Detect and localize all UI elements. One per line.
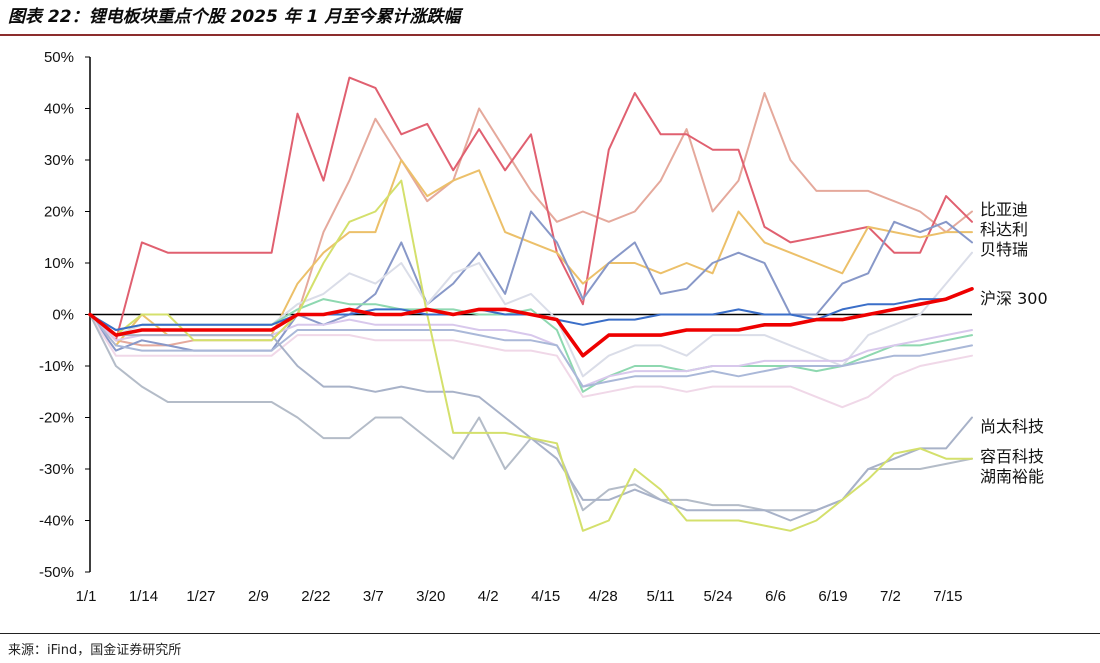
series-end-label: 沪深 300 <box>980 289 1048 308</box>
y-tick-label: 20% <box>44 204 74 221</box>
series-line <box>89 313 973 522</box>
y-tick-label: -30% <box>39 461 74 478</box>
y-tick-label: 40% <box>44 101 74 118</box>
y-tick-label: -10% <box>39 358 74 375</box>
x-tick-label: 2/22 <box>301 588 330 605</box>
title-rule <box>0 34 1100 36</box>
series-line <box>89 313 973 409</box>
x-tick-label: 2/9 <box>248 588 269 605</box>
x-tick-label: 4/28 <box>589 588 618 605</box>
x-axis-group: 1/1 1/14 1/27 2/9 2/22 3/7 3/20 4/2 4/15 4/28 5/11… <box>76 588 963 605</box>
chart-title: 图表 22：锂电板块重点个股 2025 年 1 月至今累计涨跌幅 <box>8 7 461 27</box>
x-tick-label: 3/20 <box>416 588 445 605</box>
series-end-label: 尚太科技 <box>980 417 1044 436</box>
x-tick-label: 4/2 <box>478 588 499 605</box>
x-tick-label: 6/6 <box>765 588 786 605</box>
series-line <box>89 76 973 342</box>
x-tick-label: 1/27 <box>186 588 215 605</box>
series-end-label: 比亚迪 <box>980 200 1028 219</box>
y-tick-label: -40% <box>39 513 74 530</box>
y-tick-label: -20% <box>39 410 74 427</box>
y-tick-label: 0% <box>52 307 74 324</box>
x-tick-label: 7/15 <box>933 588 962 605</box>
series-line <box>89 313 973 388</box>
series-end-label: 贝特瑞 <box>980 240 1028 259</box>
y-tick-label: 30% <box>44 152 74 169</box>
series-end-label: 科达利 <box>980 220 1028 239</box>
y-tick-label: 10% <box>44 255 74 272</box>
series-end-label: 容百科技 <box>980 447 1044 466</box>
x-tick-label: 3/7 <box>363 588 384 605</box>
series-line <box>89 92 973 347</box>
x-tick-label: 5/11 <box>647 588 675 605</box>
series-group <box>88 76 974 532</box>
x-tick-label: 4/15 <box>531 588 560 605</box>
series-line <box>89 313 973 512</box>
x-tick-label: 7/2 <box>880 588 901 605</box>
source-note: 来源：iFind，国金证券研究所 <box>8 643 182 658</box>
y-tick-label: -50% <box>39 564 74 581</box>
y-tick-label: 50% <box>44 49 74 66</box>
series-end-label: 湖南裕能 <box>980 467 1044 486</box>
source-rule <box>0 633 1100 634</box>
x-tick-label: 6/19 <box>818 588 847 605</box>
line-chart: 50% 40% 30% 20% 10% 0% -10% -20% -30% -40% -50% 1/… <box>39 49 1048 605</box>
y-axis-group: 50% 40% 30% 20% 10% 0% -10% -20% -30% -40% -50% <box>39 49 972 581</box>
x-tick-label: 5/24 <box>703 588 732 605</box>
x-tick-label: 1/14 <box>129 588 158 605</box>
series-line <box>88 286 974 358</box>
series-line <box>89 179 973 532</box>
x-tick-label: 1/1 <box>76 588 97 605</box>
